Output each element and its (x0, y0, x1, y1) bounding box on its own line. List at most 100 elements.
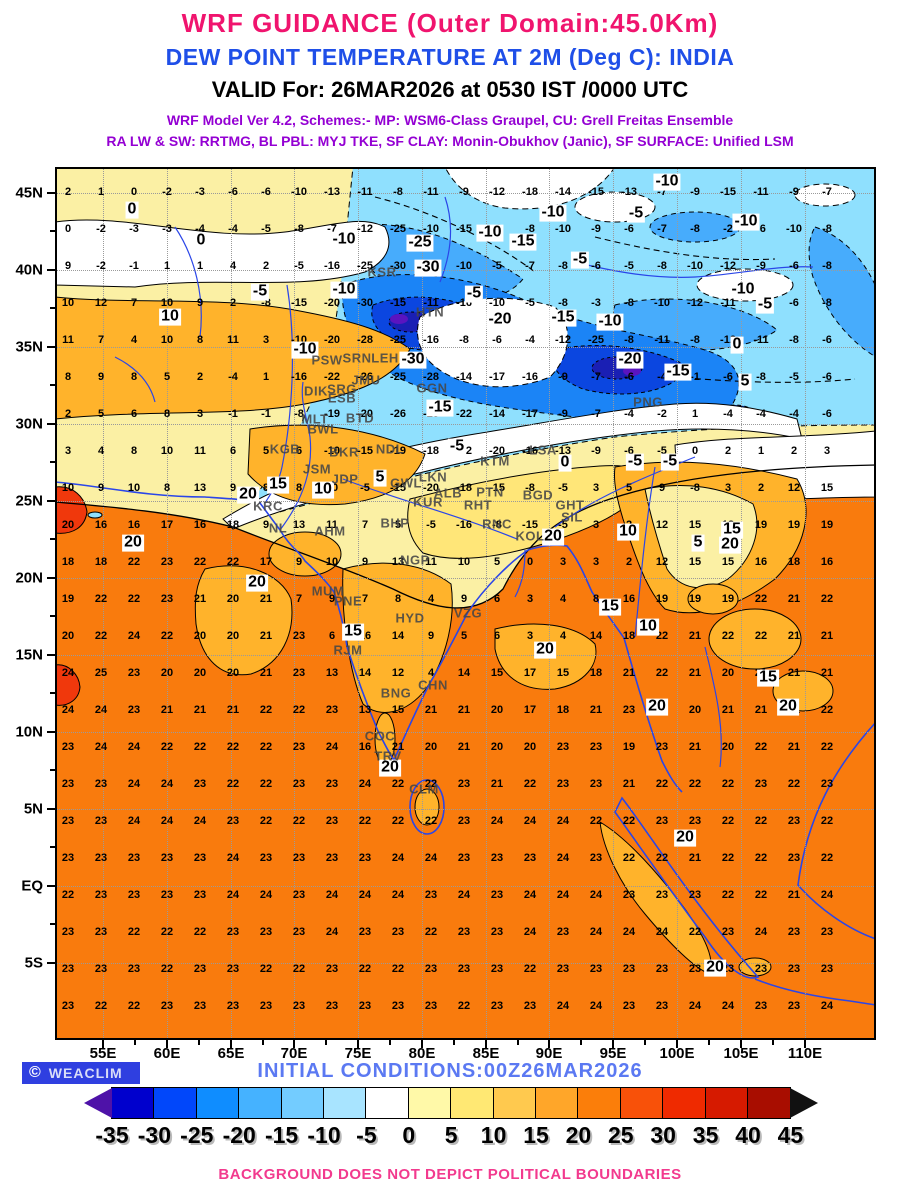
grid-value: 24 (160, 815, 174, 827)
y-axis-tick (47, 500, 55, 502)
contour-label: 20 (719, 535, 741, 554)
grid-value: 24 (94, 704, 108, 716)
grid-value: 3 (592, 519, 600, 531)
grid-value: 2 (64, 186, 72, 198)
grid-value: -8 (393, 186, 403, 198)
grid-value: 0 (691, 445, 699, 457)
grid-value: -8 (294, 223, 304, 235)
grid-value: 23 (127, 889, 141, 901)
grid-value: -8 (459, 334, 469, 346)
grid-value: -20 (324, 334, 340, 346)
city-label: NL (268, 520, 288, 536)
grid-value: 23 (490, 1000, 504, 1012)
contour-label: -10 (330, 280, 358, 299)
y-axis-label: 5S (24, 954, 43, 972)
grid-value: 21 (622, 778, 636, 790)
colorbar-cell (704, 1087, 749, 1119)
grid-value: 23 (622, 963, 636, 975)
grid-value: 23 (457, 926, 471, 938)
grid-value: -10 (291, 186, 307, 198)
grid-value: -13 (324, 186, 340, 198)
grid-value: 22 (655, 667, 669, 679)
grid-value: 3 (592, 482, 600, 494)
grid-value: 23 (160, 852, 174, 864)
colorbar-cell (365, 1087, 410, 1119)
grid-value: -8 (690, 482, 700, 494)
grid-value: -4 (228, 371, 238, 383)
grid-value: 23 (94, 926, 108, 938)
grid-value: 4 (130, 334, 138, 346)
grid-value: 0 (526, 556, 534, 568)
grid-value: 9 (97, 371, 105, 383)
grid-value: 18 (787, 556, 801, 568)
grid-value: 24 (358, 778, 372, 790)
grid-value: 10 (61, 297, 75, 309)
y-axis-tick (47, 577, 55, 579)
grid-value: -5 (789, 371, 799, 383)
grid-value: 23 (259, 1000, 273, 1012)
grid-value: -8 (822, 297, 832, 309)
grid-value: 5 (625, 482, 633, 494)
grid-value: 23 (754, 778, 768, 790)
contour-label: -10 (596, 312, 624, 331)
grid-value: 10 (160, 445, 174, 457)
grid-value: 9 (295, 556, 303, 568)
grid-value: 22 (127, 926, 141, 938)
grid-value: 24 (820, 1000, 834, 1012)
grid-value: 15 (688, 519, 702, 531)
scheme-line-1: WRF Model Ver 4.2, Schemes:- MP: WSM6-Cl… (166, 112, 734, 128)
grid-value: 4 (427, 667, 435, 679)
grid-value: 24 (127, 741, 141, 753)
grid-value: 6 (229, 445, 237, 457)
grid-value: 21 (259, 630, 273, 642)
grid-value: 23 (754, 1000, 768, 1012)
grid-value: -20 (357, 408, 373, 420)
grid-value: 17 (259, 556, 273, 568)
grid-value: 3 (559, 556, 567, 568)
x-axis-tick (293, 1040, 295, 1048)
grid-value: 20 (424, 741, 438, 753)
grid-value: 18 (94, 556, 108, 568)
grid-value: -14 (489, 408, 505, 420)
colorbar-tick-label: 25 (608, 1122, 634, 1148)
grid-value: 20 (490, 704, 504, 716)
grid-value: 8 (394, 593, 402, 605)
grid-value: 23 (589, 778, 603, 790)
grid-value: 23 (259, 926, 273, 938)
grid-value: 1 (163, 260, 171, 272)
grid-value: 21 (820, 667, 834, 679)
grid-value: 23 (292, 926, 306, 938)
grid-value: 22 (292, 704, 306, 716)
subtitle-variable: DEW POINT TEMPERATURE AT 2M (Deg C): IND… (165, 44, 735, 70)
grid-value: 22 (721, 852, 735, 864)
grid-value: -12 (489, 186, 505, 198)
x-axis-tick (421, 1040, 423, 1048)
grid-value: -14 (555, 186, 571, 198)
grid-value: 10 (127, 482, 141, 494)
grid-value: 22 (127, 1000, 141, 1012)
grid-value: 21 (820, 630, 834, 642)
grid-value: -2 (657, 408, 667, 420)
grid-value: 21 (721, 704, 735, 716)
grid-value: 23 (226, 1000, 240, 1012)
city-label: BWL (307, 421, 339, 437)
grid-value: 19 (787, 519, 801, 531)
grid-value: 22 (754, 630, 768, 642)
grid-value: 24 (259, 889, 273, 901)
grid-value: 23 (820, 926, 834, 938)
grid-value: 23 (655, 1000, 669, 1012)
city-label: LEH (371, 350, 399, 366)
grid-value: 23 (688, 815, 702, 827)
y-axis-tick (47, 885, 55, 887)
contour-label: 5 (373, 468, 387, 487)
grid-value: 23 (94, 889, 108, 901)
grid-value: -1 (261, 408, 271, 420)
y-axis-minor-tick (50, 769, 55, 771)
contour-label: -5 (464, 284, 484, 303)
grid-value: -7 (657, 186, 667, 198)
grid-value: 23 (61, 741, 75, 753)
grid-value: 3 (592, 556, 600, 568)
contour-label: -10 (653, 172, 681, 191)
x-axis-minor-tick (453, 1040, 455, 1045)
grid-value: 23 (391, 926, 405, 938)
